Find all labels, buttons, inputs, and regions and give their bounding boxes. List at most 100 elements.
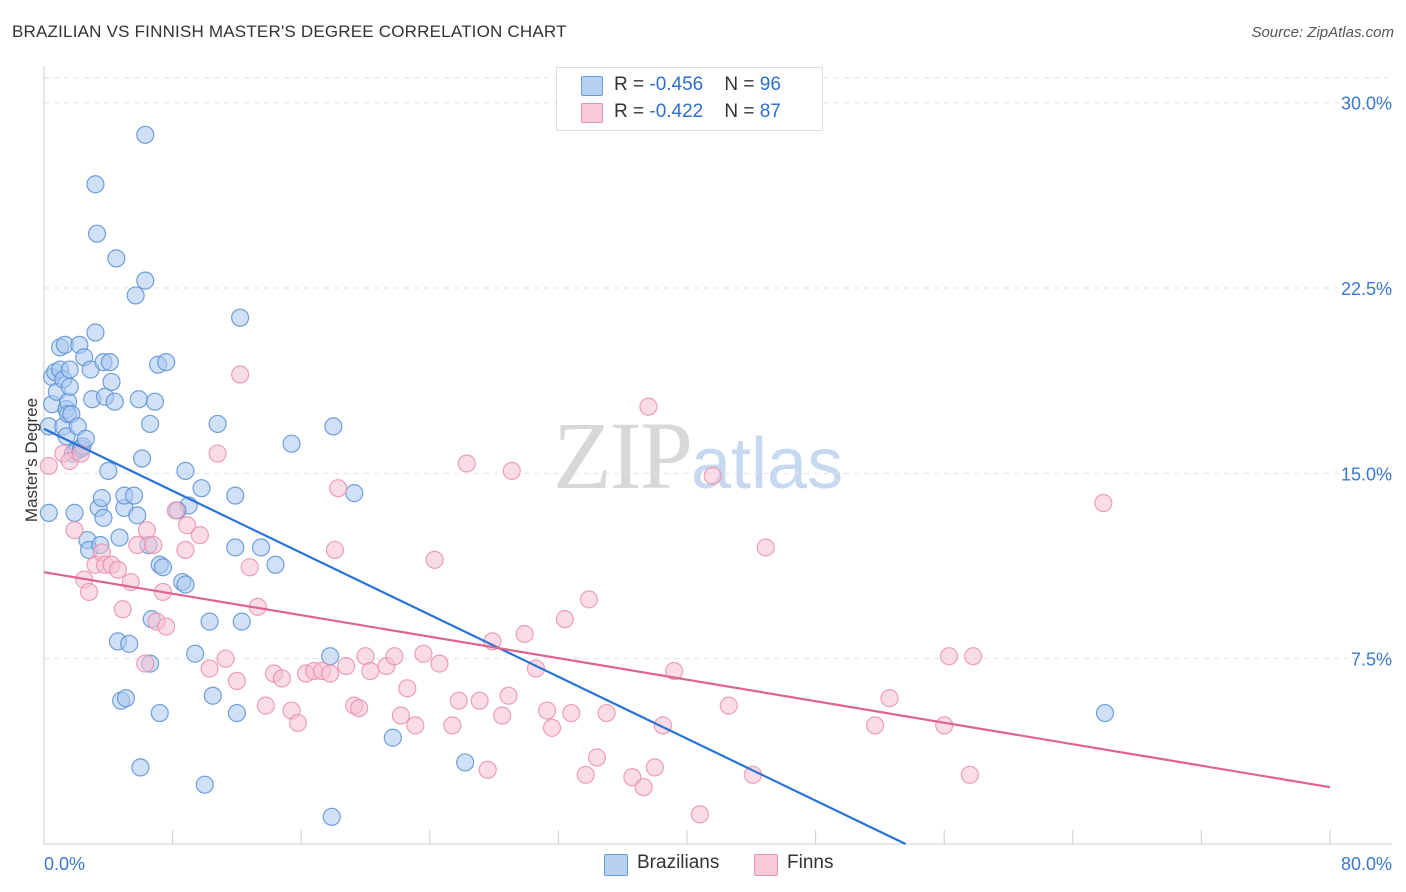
brazilian-point: [60, 360, 79, 379]
finn-point: [337, 656, 356, 676]
finn-point: [39, 456, 58, 476]
finn-point: [200, 659, 219, 678]
brazilian-point: [186, 644, 205, 663]
finn-point: [502, 461, 521, 480]
legend-n-value: 87: [759, 101, 781, 122]
finn-point: [719, 696, 738, 715]
finn-point: [157, 617, 176, 636]
brazilian-trend-line: [43, 427, 907, 845]
finn-point: [398, 679, 417, 698]
finn-point: [499, 686, 518, 705]
brazilian-point: [150, 703, 169, 723]
finn-point: [272, 669, 292, 688]
brazilian-point: [100, 353, 120, 372]
legend-n-value: 96: [759, 74, 781, 95]
finn-point: [65, 521, 84, 540]
brazilian-point: [282, 434, 301, 453]
finn-point: [385, 647, 404, 666]
finn-point: [555, 610, 574, 629]
finn-point: [79, 582, 99, 602]
brazilian-point: [145, 392, 165, 411]
brazilian-point: [176, 461, 195, 480]
legend-r-value: -0.422: [649, 101, 704, 122]
legend-swatch-pink: [581, 103, 603, 123]
brazilian-point: [153, 558, 173, 577]
brazilian-point: [322, 807, 341, 826]
finn-point: [562, 703, 581, 723]
finn-point: [361, 661, 380, 681]
brazilian-point: [107, 249, 126, 268]
finn-point: [391, 706, 410, 725]
finn-point: [690, 805, 709, 824]
finn-point: [743, 765, 763, 784]
watermark-atlas: atlas: [691, 424, 844, 504]
finn-trend-line: [43, 571, 1331, 789]
brazilian-point: [126, 286, 145, 305]
brazilian-point: [231, 308, 250, 327]
finn-point: [639, 397, 658, 416]
finn-point: [756, 538, 775, 557]
finn-point: [964, 647, 983, 666]
brazilian-point: [226, 486, 245, 505]
finn-point: [1094, 493, 1113, 513]
brazilian-point: [136, 125, 155, 144]
chart-title: BRAZILIAN VS FINNISH MASTER'S DEGREE COR…: [12, 22, 567, 41]
finn-point: [576, 765, 595, 784]
finn-point: [216, 649, 235, 668]
finn-point: [349, 698, 369, 718]
finn-point: [240, 558, 259, 577]
brazilian-point: [120, 634, 139, 653]
finn-point: [144, 535, 163, 555]
finn-point: [177, 516, 197, 535]
y-axis-title-wrap: Master's Degree: [12, 380, 42, 540]
finn-point: [597, 703, 616, 723]
finn-point: [542, 718, 562, 737]
brazilian-point: [227, 703, 246, 723]
finn-point: [449, 691, 468, 710]
finn-point: [515, 624, 534, 644]
finn-point: [113, 600, 132, 619]
y-tick-label: 22.5%: [1341, 279, 1392, 299]
finn-point: [470, 691, 489, 710]
finn-point: [457, 454, 476, 473]
brazilian-point: [132, 449, 152, 468]
brazilian-point: [131, 758, 150, 777]
brazilian-point: [136, 271, 155, 290]
finn-point: [587, 748, 607, 767]
finn-point: [430, 654, 449, 673]
brazilian-point: [140, 414, 160, 434]
finn-point: [321, 664, 340, 683]
finn-point: [329, 479, 348, 498]
legend-n-label: N =: [724, 74, 760, 95]
x-tick-label-max: 80.0%: [1341, 854, 1392, 874]
brazilian-point: [65, 503, 84, 522]
brazilian-point: [1095, 703, 1115, 723]
brazilian-point: [128, 506, 147, 525]
legend-n-label: N =: [724, 101, 760, 122]
finn-point: [538, 701, 557, 720]
finn-point: [414, 644, 433, 663]
finn-point: [703, 466, 722, 485]
brazilian-point: [124, 486, 144, 505]
y-tick-label: 30.0%: [1341, 94, 1392, 114]
legend-r-label: R =: [614, 101, 650, 122]
brazilian-point: [321, 647, 340, 666]
x-tick-label-min: 0.0%: [44, 854, 85, 874]
brazilian-point: [324, 417, 343, 436]
brazilian-point: [200, 612, 219, 631]
y-tick-label: 15.0%: [1341, 464, 1392, 484]
finn-point: [493, 706, 512, 725]
brazilian-point: [176, 575, 195, 594]
brazilian-point: [226, 538, 245, 557]
watermark-zip: ZIP: [553, 402, 693, 509]
watermark: ZIPatlas: [553, 400, 843, 511]
legend-swatch-blue: [581, 76, 603, 96]
brazilian-point: [157, 353, 176, 372]
legend-label-brazilians: Brazilians: [637, 852, 720, 873]
finn-point: [880, 689, 899, 708]
brazilian-point: [99, 461, 118, 480]
brazilian-point: [383, 728, 402, 747]
y-axis-title: Master's Degree: [22, 397, 41, 523]
brazilian-point: [203, 686, 222, 705]
